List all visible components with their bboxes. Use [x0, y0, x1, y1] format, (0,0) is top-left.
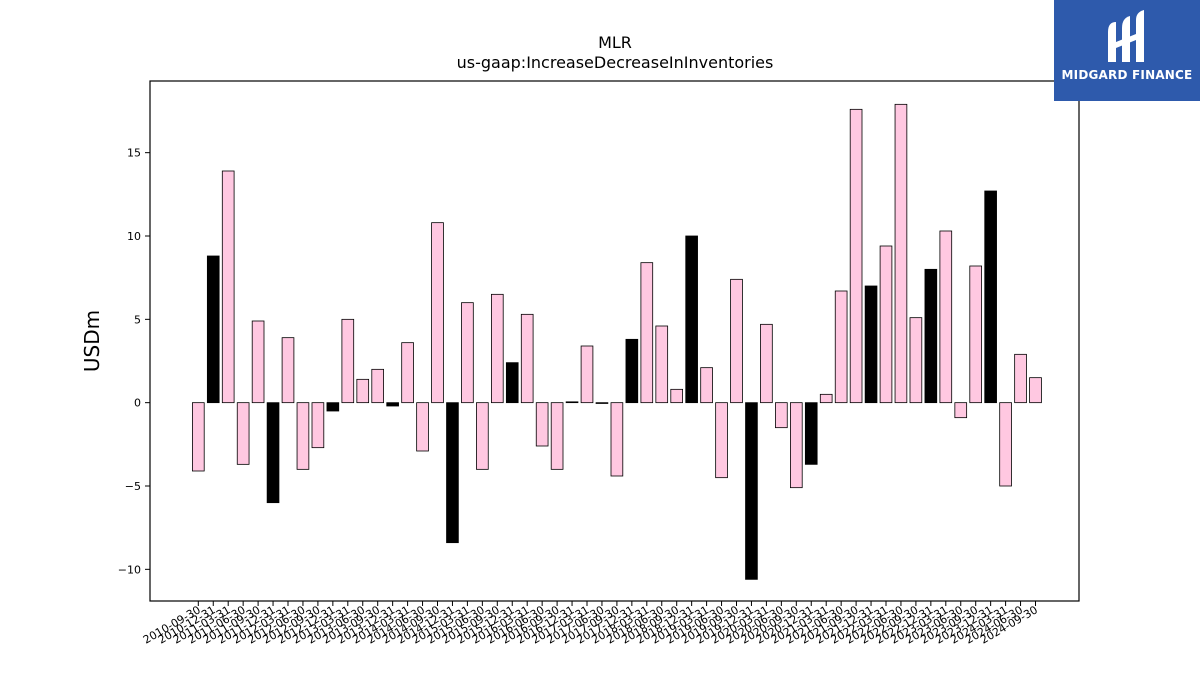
chart-title: MLR — [598, 33, 632, 52]
bar-2017-06-30 — [595, 402, 609, 404]
bar-2013-03-31 — [341, 318, 355, 404]
y-tick-label: −10 — [118, 563, 141, 576]
bar-2012-06-30 — [296, 402, 310, 470]
bar-2016-06-30 — [535, 402, 549, 447]
midgard-finance-logo: MIDGARD FINANCE — [1054, 0, 1200, 101]
bar-2017-09-30 — [610, 402, 624, 477]
bar-2017-03-31 — [580, 345, 594, 404]
bar-2019-03-31 — [700, 367, 713, 404]
y-tick-label: −5 — [125, 480, 141, 493]
bar-2014-09-30 — [431, 222, 444, 404]
bar-2011-03-31 — [221, 170, 235, 404]
bar-2018-06-30 — [655, 325, 669, 404]
bar-2020-09-30 — [790, 402, 803, 489]
bar-2020-03-31 — [760, 323, 773, 404]
bar-2014-06-30 — [416, 402, 429, 452]
bar-2024-09-30 — [1029, 377, 1042, 404]
bar-2018-09-30 — [670, 388, 683, 404]
bar-2022-12-31 — [924, 268, 938, 404]
bar-2024-06-30 — [1014, 353, 1027, 404]
bar-2024-03-31 — [999, 402, 1012, 487]
bar-2015-03-31 — [461, 302, 474, 404]
bar-2021-06-30 — [834, 290, 848, 404]
bar-2021-12-31 — [864, 285, 878, 404]
y-tick-label: 10 — [127, 230, 141, 243]
bar-2013-06-30 — [356, 378, 370, 404]
bar-2016-12-31 — [565, 401, 579, 404]
bar-2015-06-30 — [476, 402, 489, 470]
bar-2012-12-31 — [326, 402, 340, 412]
bar-2023-09-30 — [969, 265, 982, 404]
bar-2018-12-31 — [685, 235, 698, 404]
bar-2011-12-31 — [266, 402, 280, 504]
bar-2023-03-31 — [939, 230, 953, 404]
bar-2011-09-30 — [251, 320, 265, 404]
bar-2022-03-31 — [879, 245, 893, 404]
bar-2017-12-31 — [625, 338, 639, 404]
bar-2010-12-31 — [206, 255, 220, 404]
bar-2023-06-30 — [954, 402, 968, 419]
bar-2016-03-31 — [520, 313, 534, 404]
bar-2022-06-30 — [894, 103, 908, 404]
bar-2020-06-30 — [775, 402, 788, 429]
bars-group — [191, 103, 1042, 580]
bar-2019-09-30 — [730, 278, 743, 404]
logo-text: MIDGARD FINANCE — [1061, 68, 1193, 82]
bar-2016-09-30 — [550, 402, 564, 470]
bar-2013-09-30 — [371, 368, 384, 404]
bar-2015-12-31 — [505, 362, 519, 404]
bar-2014-12-31 — [446, 402, 459, 544]
bar-2010-09-30 — [191, 402, 205, 472]
y-tick-label: 15 — [127, 147, 141, 160]
bar-2018-03-31 — [640, 262, 654, 404]
bar-2012-09-30 — [311, 402, 325, 449]
chart-subtitle: us-gaap:IncreaseDecreaseInInventories — [457, 53, 774, 72]
y-ticks-group: −10 −5 0 5 10 15 — [118, 147, 150, 576]
bar-2012-03-31 — [281, 337, 295, 404]
bar-2020-12-31 — [804, 402, 818, 465]
bar-2021-03-31 — [819, 393, 833, 404]
midgard-logo-mark-icon — [1102, 8, 1152, 66]
plot-frame — [149, 80, 1080, 602]
bar-2013-12-31 — [386, 402, 399, 407]
bar-2021-09-30 — [849, 108, 863, 404]
bar-2011-06-30 — [236, 402, 250, 465]
y-axis-label: USDm — [80, 310, 104, 372]
bar-2019-06-30 — [715, 402, 728, 479]
y-tick-label: 5 — [134, 313, 141, 326]
bar-2022-09-30 — [909, 317, 923, 404]
bar-2019-12-31 — [745, 402, 758, 580]
x-ticks-group: 2010-09-302010-12-312011-03-312011-06-30… — [141, 601, 1040, 647]
bar-2014-03-31 — [401, 342, 414, 404]
y-tick-label: 0 — [134, 397, 141, 410]
bar-2015-09-30 — [490, 293, 504, 404]
bar-2023-12-31 — [984, 190, 997, 404]
